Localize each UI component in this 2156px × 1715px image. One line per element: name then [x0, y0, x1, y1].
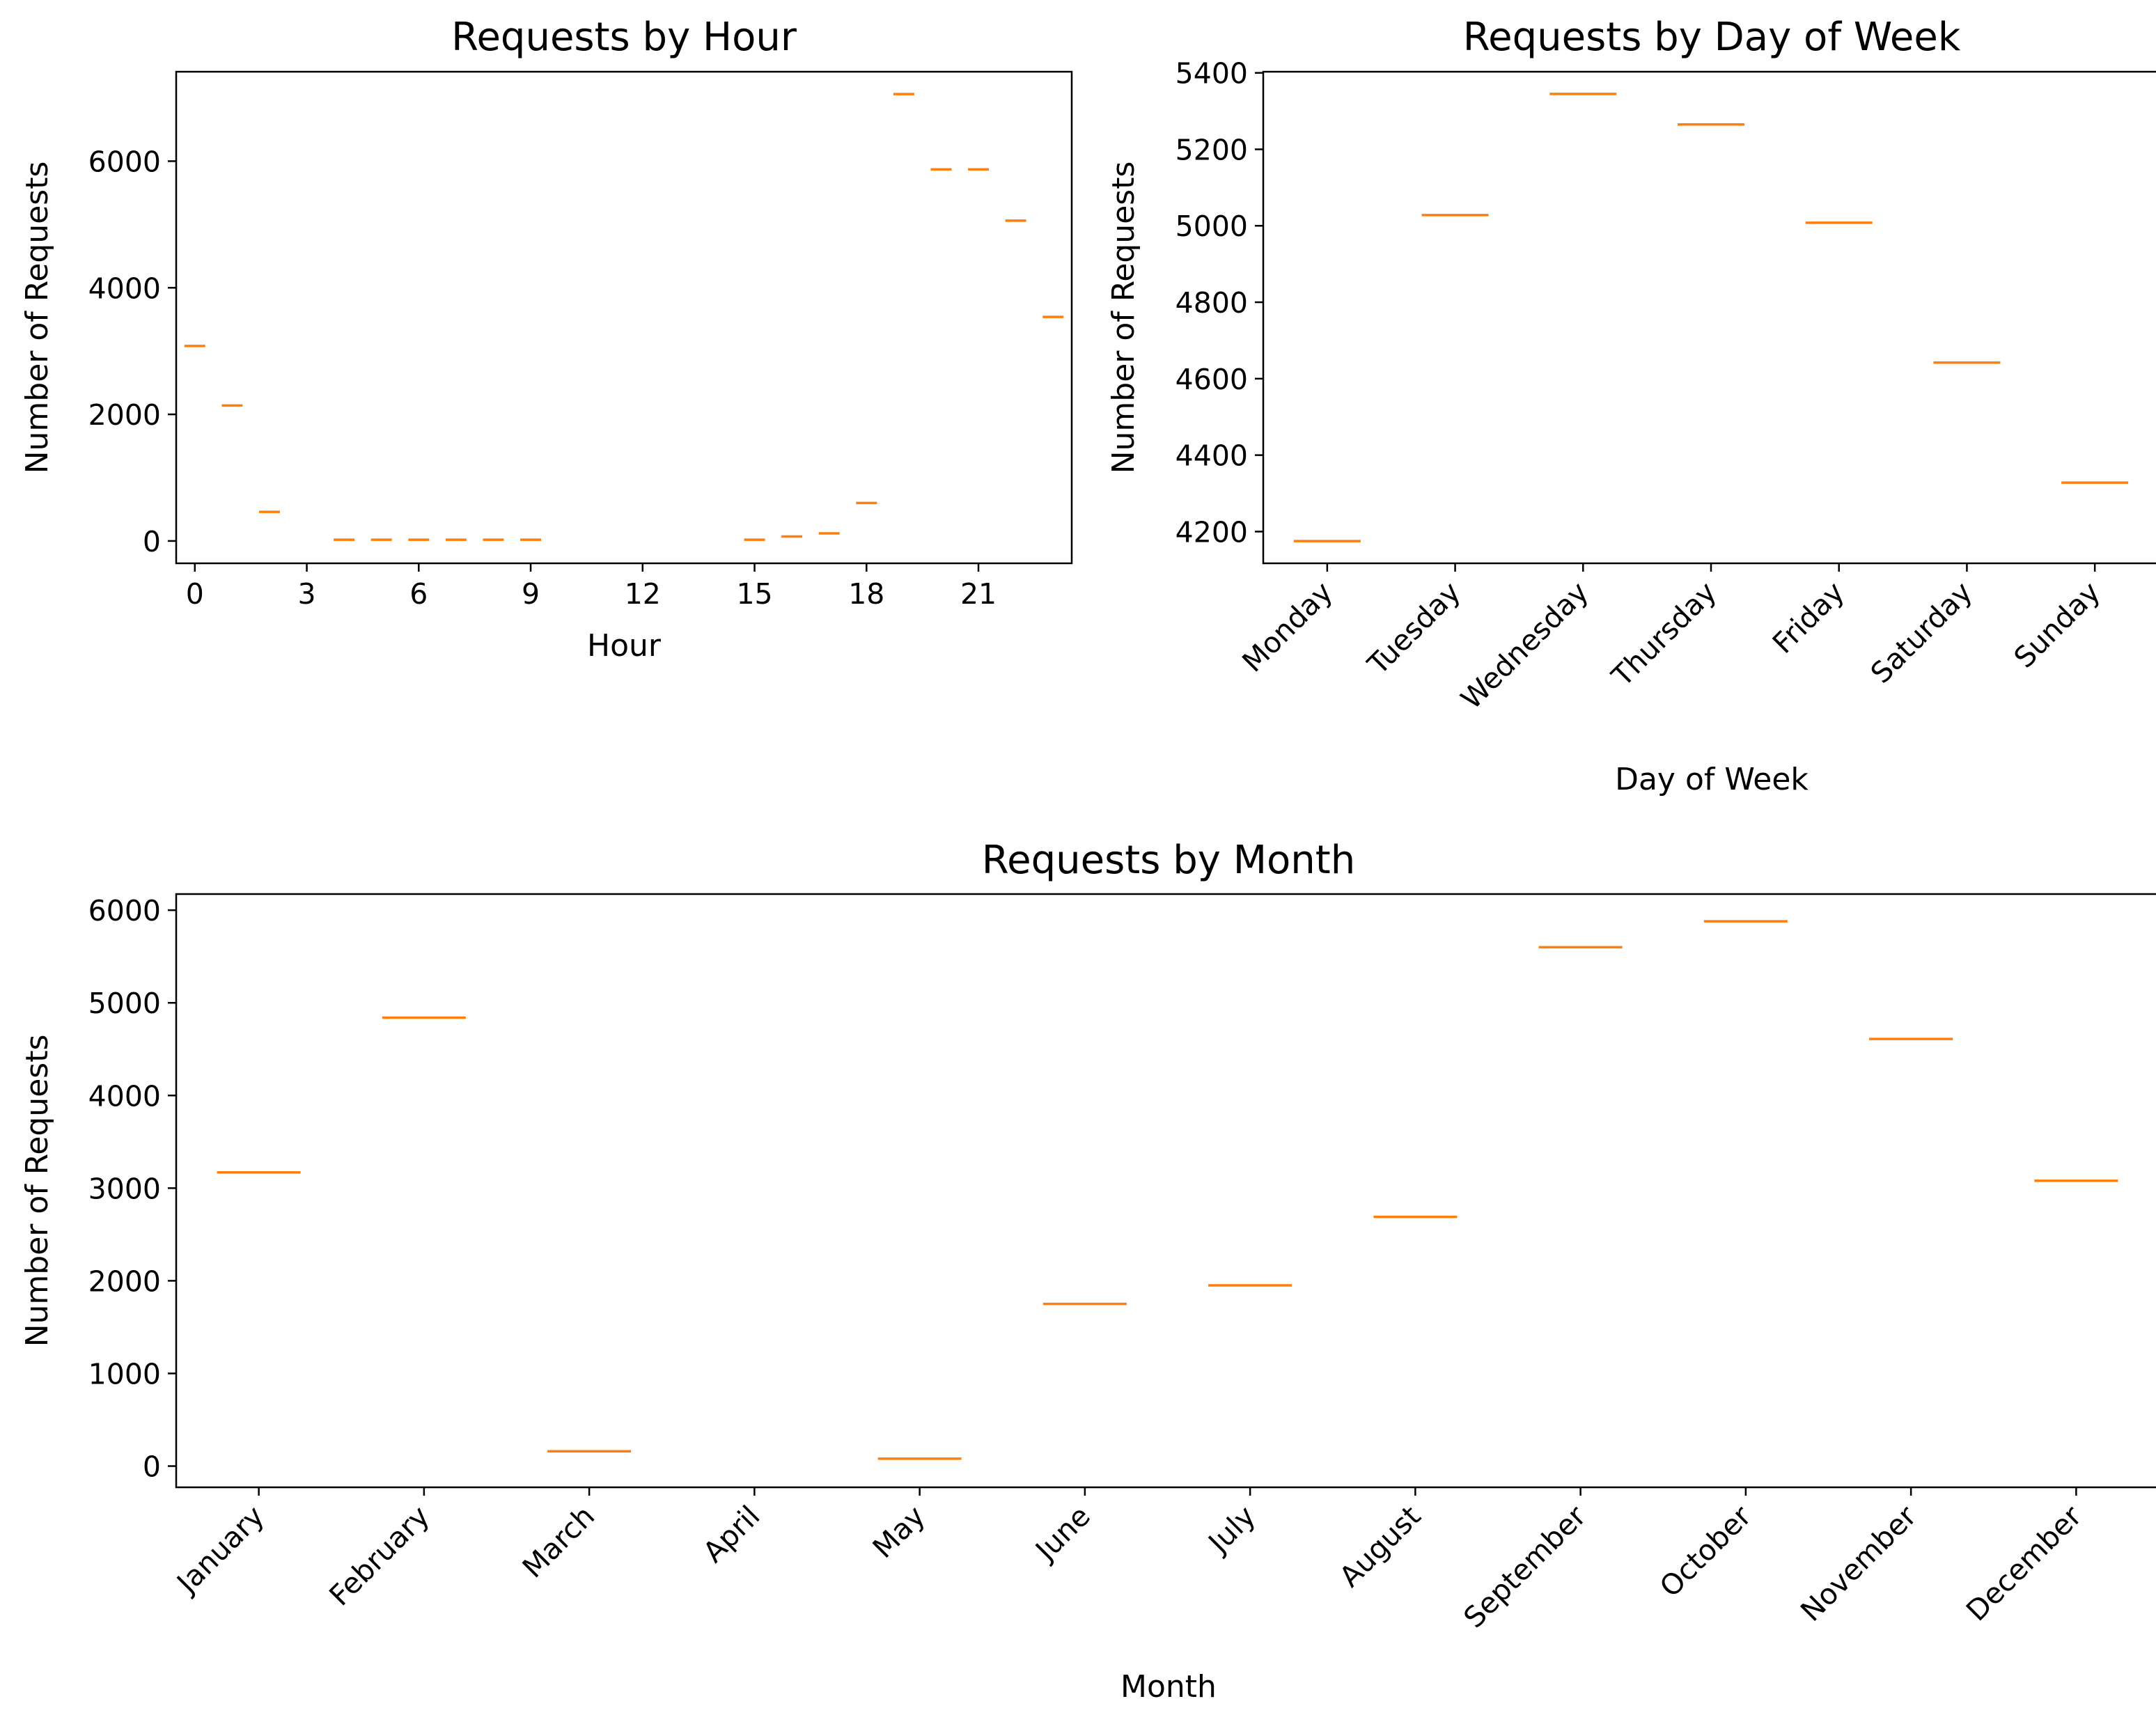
x-tick-label: Monday — [1236, 575, 1339, 678]
x-tick-label: September — [1458, 1499, 1593, 1634]
x-tick-label: 6 — [409, 577, 428, 611]
x-tick-label: August — [1333, 1499, 1427, 1593]
x-tick-label: 0 — [186, 577, 204, 611]
y-tick-label: 4600 — [1175, 363, 1248, 396]
y-tick-label: 0 — [143, 1450, 161, 1484]
x-tick-label: January — [169, 1499, 271, 1601]
day-chart-title: Requests by Day of Week — [1463, 15, 1961, 60]
month-chart-x-label: Month — [1120, 1669, 1217, 1705]
y-tick-label: 1000 — [88, 1357, 161, 1391]
day-chart-frame — [1262, 70, 2156, 565]
y-tick-label: 5000 — [1175, 210, 1248, 243]
x-tick-label: 9 — [522, 577, 540, 611]
day-chart-y-ticks: 4200 4400 4600 4800 5000 5200 5400 — [1175, 57, 1263, 549]
day-chart-x-label: Day of Week — [1615, 762, 1809, 797]
x-tick-label: 15 — [736, 577, 772, 611]
x-tick-label: February — [323, 1499, 436, 1612]
hour-chart-x-label: Hour — [587, 628, 662, 664]
x-tick-label: 21 — [960, 577, 997, 611]
x-tick-label: April — [696, 1499, 766, 1569]
hour-chart-y-ticks: 0 2000 4000 6000 — [88, 145, 176, 558]
x-tick-label: July — [1201, 1499, 1262, 1560]
x-tick-label: May — [866, 1499, 932, 1565]
y-tick-label: 4200 — [1175, 515, 1248, 549]
day-chart-marks — [1293, 93, 2129, 542]
month-chart-frame — [175, 893, 2156, 1489]
y-tick-label: 0 — [143, 525, 161, 558]
hour-chart-title: Requests by Hour — [451, 15, 797, 60]
x-tick-label: Sunday — [2008, 575, 2107, 674]
y-tick-label: 2000 — [88, 398, 161, 432]
y-tick-label: 3000 — [88, 1172, 161, 1205]
x-tick-label: October — [1653, 1499, 1758, 1604]
x-tick-label: Saturday — [1864, 575, 1979, 690]
month-chart-y-label: Number of Requests — [19, 1035, 55, 1347]
x-tick-label: Friday — [1766, 575, 1851, 660]
month-chart-title: Requests by Month — [982, 838, 1355, 883]
day-chart-y-label: Number of Requests — [1106, 162, 1141, 474]
y-tick-label: 4000 — [88, 272, 161, 305]
x-tick-label: March — [516, 1499, 601, 1584]
hour-chart-frame — [175, 70, 1073, 565]
hour-chart: Requests by Hour 0 3 6 9 12 15 18 21 0 2000 4000 6… — [19, 15, 1073, 664]
y-tick-label: 4800 — [1175, 286, 1248, 320]
x-tick-label: 18 — [848, 577, 884, 611]
y-tick-label: 5400 — [1175, 57, 1248, 91]
month-chart-marks — [217, 920, 2118, 1460]
x-tick-label: Wednesday — [1455, 575, 1595, 716]
y-tick-label: 6000 — [88, 894, 161, 927]
month-chart: Requests by Month January February March Ap… — [19, 838, 2156, 1705]
day-of-week-chart: Requests by Day of Week Monday TuesdayWed… — [1106, 15, 2156, 797]
x-tick-label: Thursday — [1605, 575, 1723, 693]
x-tick-label: June — [1028, 1499, 1097, 1568]
hour-chart-y-label: Number of Requests — [19, 162, 55, 474]
hour-chart-marks — [184, 93, 1064, 541]
y-tick-label: 5000 — [88, 987, 161, 1020]
y-tick-label: 2000 — [88, 1264, 161, 1298]
x-tick-label: Tuesday — [1361, 575, 1467, 682]
x-tick-label: 12 — [625, 577, 661, 611]
y-tick-label: 5200 — [1175, 133, 1248, 166]
month-chart-y-ticks: 0 1000 2000 3000 4000 5000 6000 — [88, 894, 176, 1484]
x-tick-label: 3 — [297, 577, 315, 611]
y-tick-label: 6000 — [88, 145, 161, 178]
hour-chart-x-ticks: 0 3 6 9 12 15 18 21 — [186, 563, 997, 611]
y-tick-label: 4400 — [1175, 439, 1248, 473]
x-tick-label: November — [1794, 1499, 1923, 1628]
x-tick-label: December — [1960, 1499, 2088, 1627]
month-chart-x-ticks: January February March April May June July Augu… — [169, 1487, 2088, 1634]
y-tick-label: 4000 — [88, 1079, 161, 1113]
